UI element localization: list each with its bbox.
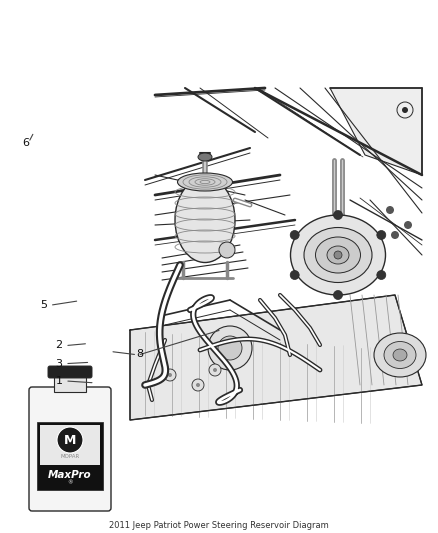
Circle shape <box>57 427 83 453</box>
Circle shape <box>377 271 386 279</box>
Circle shape <box>333 290 343 300</box>
Text: 1: 1 <box>56 376 63 386</box>
Circle shape <box>218 336 242 360</box>
Circle shape <box>334 251 342 259</box>
Circle shape <box>333 211 343 220</box>
FancyBboxPatch shape <box>29 387 111 511</box>
Text: MaxPro: MaxPro <box>48 470 92 480</box>
Circle shape <box>290 271 299 279</box>
Circle shape <box>168 373 172 377</box>
Bar <box>40 425 100 465</box>
Circle shape <box>219 242 235 258</box>
Circle shape <box>377 230 386 239</box>
Ellipse shape <box>175 177 235 262</box>
Circle shape <box>164 369 176 381</box>
Ellipse shape <box>315 237 360 273</box>
Circle shape <box>208 326 252 370</box>
Polygon shape <box>330 88 422 175</box>
Text: 2011 Jeep Patriot Power Steering Reservoir Diagram: 2011 Jeep Patriot Power Steering Reservo… <box>109 521 329 529</box>
Circle shape <box>192 379 204 391</box>
Ellipse shape <box>177 173 233 191</box>
Text: 2: 2 <box>56 341 63 350</box>
Text: MOPAR: MOPAR <box>60 455 80 459</box>
Ellipse shape <box>393 349 407 361</box>
Text: M: M <box>64 433 76 447</box>
Circle shape <box>402 107 408 113</box>
Ellipse shape <box>374 333 426 377</box>
Text: ®: ® <box>67 481 73 486</box>
Text: 6: 6 <box>22 138 29 148</box>
Circle shape <box>290 230 299 239</box>
Text: 8: 8 <box>137 350 144 359</box>
Polygon shape <box>130 295 422 420</box>
Circle shape <box>196 383 200 387</box>
FancyBboxPatch shape <box>48 366 92 378</box>
Circle shape <box>391 231 399 239</box>
Ellipse shape <box>198 153 212 161</box>
Bar <box>37 422 103 490</box>
Circle shape <box>404 221 412 229</box>
Text: 3: 3 <box>56 359 63 368</box>
Circle shape <box>386 206 394 214</box>
Ellipse shape <box>304 228 372 282</box>
Ellipse shape <box>384 342 416 368</box>
Text: 5: 5 <box>40 300 47 310</box>
Circle shape <box>209 364 221 376</box>
Circle shape <box>213 368 217 372</box>
Ellipse shape <box>327 246 349 264</box>
Ellipse shape <box>290 215 385 295</box>
Bar <box>54 372 86 392</box>
